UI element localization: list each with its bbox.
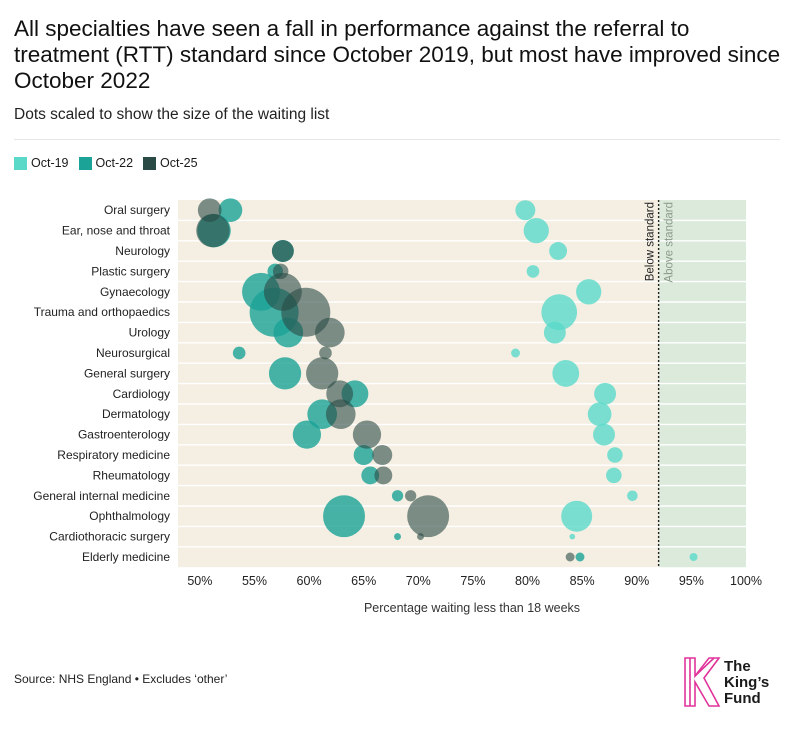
category-label: Respiratory medicine [57, 448, 170, 462]
above-standard-label: Above standard [664, 202, 676, 283]
dot-oct19 [576, 279, 602, 305]
dot-oct19 [549, 242, 568, 260]
dot-oct19 [526, 265, 540, 278]
dot-oct25 [196, 213, 230, 248]
category-label: Cardiology [113, 387, 170, 401]
dot-oct19 [606, 467, 622, 484]
legend-label-oct19: Oct-19 [31, 156, 69, 170]
logo-line-1: The [724, 658, 751, 675]
x-axis-label: Percentage waiting less than 18 weeks [364, 601, 580, 615]
header-divider [14, 139, 780, 140]
category-label: Urology [129, 326, 170, 340]
dot-oct19 [523, 217, 549, 244]
x-tick-label: 60% [297, 574, 322, 588]
dot-oct25 [319, 346, 332, 360]
category-label: Elderly medicine [82, 550, 170, 564]
chart-subtitle: Dots scaled to show the size of the wait… [14, 106, 330, 123]
kings-fund-logo: The King’s Fund [684, 657, 769, 707]
dot-oct25 [565, 552, 575, 562]
x-tick-label: 70% [406, 574, 431, 588]
dot-oct25 [325, 399, 356, 430]
dot-oct19 [561, 500, 593, 532]
dot-oct19 [594, 382, 617, 405]
dot-oct19 [689, 553, 698, 561]
category-label: Neurosurgical [96, 346, 170, 360]
legend: Oct-19 Oct-22 Oct-25 [14, 156, 198, 170]
legend-item-oct25: Oct-25 [143, 156, 198, 170]
category-label: Dermatology [102, 407, 170, 421]
dot-plot-chart: Below standard Above standard 50% 55% 60% 65%… [33, 198, 762, 615]
dot-oct25 [271, 240, 294, 262]
legend-item-oct22: Oct-22 [78, 156, 134, 170]
legend-swatch-oct19 [14, 156, 27, 170]
x-tick-label: 95% [679, 574, 704, 588]
dot-oct19 [593, 423, 615, 446]
x-tick-label: 90% [624, 574, 649, 588]
dot-oct19 [543, 321, 566, 344]
logo-line-2: King’s [724, 674, 769, 691]
logo-k-mark [684, 657, 721, 707]
chart-title: All specialties have seen a fall in perf… [14, 16, 781, 93]
dot-oct22 [292, 420, 322, 449]
dot-oct19 [552, 359, 580, 387]
dot-oct22 [232, 346, 246, 360]
legend-item-oct19: Oct-19 [14, 156, 69, 170]
dot-oct19 [511, 348, 520, 358]
dot-oct22 [394, 533, 402, 541]
category-label: General surgery [84, 366, 170, 380]
x-tick-label: 65% [351, 574, 376, 588]
category-label: Neurology [115, 244, 170, 258]
legend-swatch-oct25 [143, 156, 157, 170]
category-label: Rheumatology [93, 468, 170, 482]
dot-oct25 [407, 495, 450, 538]
dot-oct19 [569, 533, 576, 540]
dot-oct25 [314, 317, 345, 348]
logo-line-3: Fund [724, 690, 761, 707]
dot-oct22 [353, 445, 374, 465]
category-label: Cardiothoracic surgery [49, 530, 170, 544]
legend-label-oct25: Oct-25 [160, 156, 198, 170]
category-label: Ophthalmology [89, 509, 170, 523]
x-tick-label: 100% [730, 574, 762, 588]
dot-oct19 [541, 294, 578, 331]
dot-oct25 [372, 445, 393, 465]
dot-oct19 [515, 200, 536, 221]
category-label: Plastic surgery [91, 264, 170, 278]
dot-oct22 [361, 466, 380, 485]
source-note: Source: NHS England • Excludes ‘other’ [14, 672, 228, 686]
x-tick-label: 55% [242, 574, 267, 588]
legend-label-oct22: Oct-22 [95, 156, 134, 170]
category-label: General internal medicine [33, 489, 170, 503]
category-label: Ear, nose and throat [62, 224, 171, 238]
category-label: Trauma and orthopaedics [34, 305, 170, 319]
dot-oct22 [575, 552, 585, 562]
x-tick-label: 85% [570, 574, 595, 588]
dot-oct22 [268, 357, 302, 390]
category-label: Oral surgery [104, 203, 170, 217]
dot-oct22 [391, 490, 404, 502]
dot-oct25 [417, 533, 424, 541]
x-tick-label: 80% [515, 574, 540, 588]
dot-oct25 [405, 490, 417, 502]
dot-oct25 [306, 357, 339, 390]
category-label: Gastroenterology [78, 428, 170, 442]
dot-oct19 [587, 402, 612, 427]
category-label: Gynaecology [100, 285, 170, 299]
dot-oct19 [607, 447, 623, 463]
legend-swatch-oct22 [78, 156, 92, 170]
dot-oct19 [627, 490, 638, 502]
below-standard-label: Below standard [645, 202, 657, 281]
x-tick-label: 50% [187, 574, 212, 588]
x-tick-label: 75% [460, 574, 485, 588]
dot-oct22 [323, 495, 366, 538]
dot-oct22 [218, 198, 243, 223]
dot-oct25 [374, 466, 393, 485]
dot-oct25 [352, 420, 382, 449]
